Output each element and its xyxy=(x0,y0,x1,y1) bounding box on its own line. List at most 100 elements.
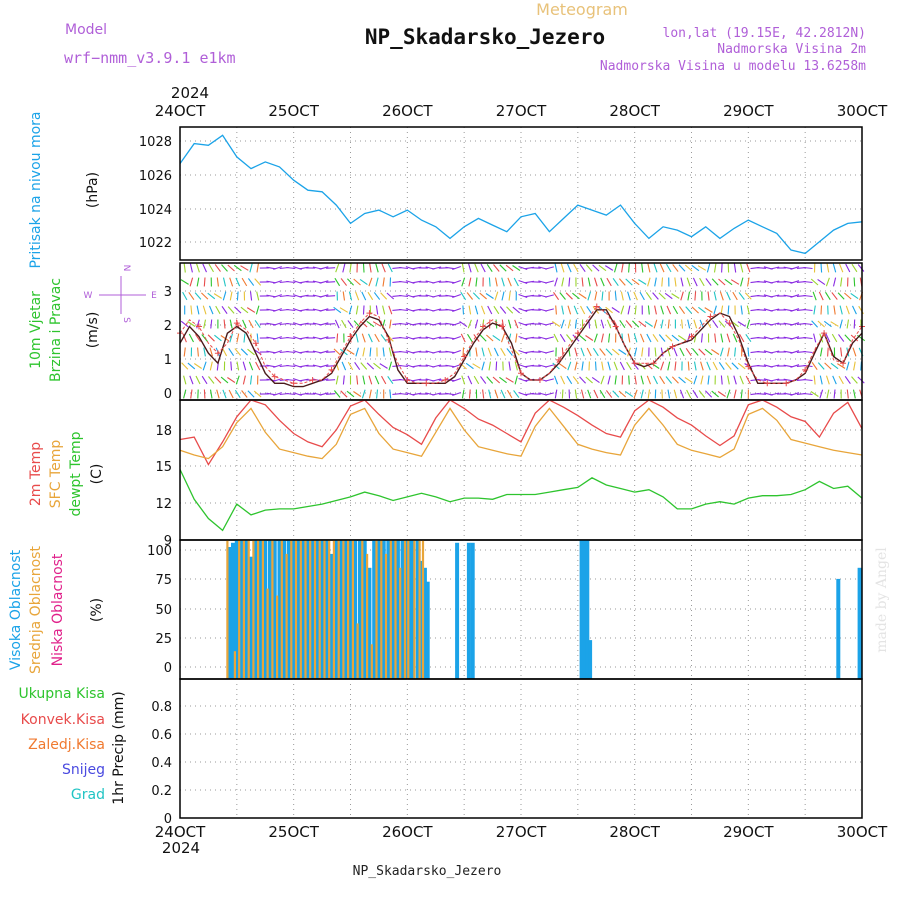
wind-arrow xyxy=(757,267,767,269)
wind-arrow xyxy=(255,361,261,371)
wind-arrow xyxy=(592,264,600,272)
wind-arrow xyxy=(248,319,254,329)
wind-arrow xyxy=(202,361,207,371)
wind-gust-marker xyxy=(366,310,373,317)
cloud-bar xyxy=(353,540,358,679)
wind-arrow xyxy=(360,362,368,370)
wind-arrow xyxy=(266,322,276,326)
wind-arrow xyxy=(181,362,189,370)
cloud-bar xyxy=(381,540,386,679)
wind-arrow xyxy=(220,335,229,341)
wind-arrow xyxy=(660,347,664,357)
wind-arrow xyxy=(833,305,836,315)
model-label: Model xyxy=(65,22,107,38)
wind-arrow xyxy=(639,333,645,343)
wind-arrow xyxy=(368,389,372,399)
wind-arrow xyxy=(665,334,673,342)
wind-gust-marker xyxy=(574,330,581,337)
wind-gust-marker xyxy=(650,360,657,367)
wind-arrow xyxy=(601,291,604,301)
wind-arrow xyxy=(326,323,336,325)
wind-arrow xyxy=(326,281,336,283)
wind-arrow xyxy=(803,294,813,298)
wind-arrow xyxy=(462,305,465,315)
bottom-tick-label: 30OCT xyxy=(837,823,888,841)
wind-arrow xyxy=(790,308,800,312)
wind-arrow xyxy=(347,320,354,328)
wind-arrow xyxy=(480,305,486,315)
wind-arrow xyxy=(432,364,442,368)
wind-arrow xyxy=(201,334,208,342)
wind-arrow xyxy=(853,361,856,371)
wind-arrow xyxy=(677,335,687,341)
wind-arrow xyxy=(714,333,717,343)
wind-arrow xyxy=(566,375,573,385)
wind-arrow xyxy=(783,266,793,270)
wind-arrow xyxy=(500,347,506,357)
wind-arrow xyxy=(646,375,652,385)
cloud-bar xyxy=(394,540,397,679)
cloud-bar xyxy=(356,623,359,679)
cloud-bar xyxy=(282,540,287,679)
wind-arrow xyxy=(718,361,725,371)
wind-arrow xyxy=(193,363,203,369)
wind-arrow xyxy=(846,319,850,329)
wind-arrow xyxy=(494,277,498,287)
bottom-tick-label: 27OCT xyxy=(496,823,547,841)
wind-arrow xyxy=(790,364,800,368)
wind-arrow xyxy=(452,377,461,383)
temperature-series-line xyxy=(179,407,863,460)
wind-arrow xyxy=(487,305,493,315)
temperature-tick-label: 9 xyxy=(164,534,172,549)
wind-arrow xyxy=(732,291,738,301)
wind-arrow xyxy=(658,292,666,300)
model-name: wrf−nmm_v3.9.1 e1km xyxy=(64,49,236,67)
wind-arrow xyxy=(790,294,800,298)
wind-arrow xyxy=(222,389,227,399)
wind-arrow xyxy=(665,376,673,384)
wind-arrow xyxy=(757,393,767,395)
wind-arrow xyxy=(628,375,630,385)
wind-arrow xyxy=(334,319,340,329)
wind-arrow xyxy=(608,333,611,343)
wind-arrow xyxy=(719,291,724,301)
cloud-tick-label: 0 xyxy=(164,661,172,676)
wind-arrow xyxy=(593,389,599,399)
cloud-bar xyxy=(242,540,245,679)
wind-arrow xyxy=(432,308,442,312)
wind-gust-marker xyxy=(347,333,354,340)
wind-arrow xyxy=(770,322,780,326)
wind-arrow xyxy=(817,278,826,286)
wind-arrow xyxy=(190,305,193,315)
wind-arrow xyxy=(844,375,851,385)
cloud-bar xyxy=(323,540,326,679)
wind-arrow xyxy=(783,336,793,340)
wind-arrow xyxy=(573,305,579,315)
wind-arrow xyxy=(667,389,671,399)
cloud-bar xyxy=(234,540,239,679)
wind-arrow xyxy=(578,334,587,342)
wind-arrow xyxy=(678,305,686,315)
wind-arrow xyxy=(235,375,240,385)
wind-arrow xyxy=(846,389,849,399)
wind-arrow xyxy=(661,277,664,287)
wind-arrow xyxy=(634,375,637,385)
wind-arrow xyxy=(770,336,780,340)
wind-gust-marker xyxy=(764,380,771,387)
cloud-bar xyxy=(252,540,255,679)
wind-arrow xyxy=(445,336,455,340)
cloud-label-mid: Srednja Oblacnost xyxy=(28,546,44,674)
wind-tick-label: 0 xyxy=(164,387,172,402)
wind-arrow xyxy=(839,319,843,329)
wind-arrow xyxy=(201,292,209,300)
cloud-bar xyxy=(231,542,235,679)
cloud-bar xyxy=(411,540,415,679)
cloud-bar xyxy=(358,540,362,679)
bottom-tick-label: 24OCT xyxy=(155,823,206,841)
wind-arrow xyxy=(485,293,494,299)
wind-arrow xyxy=(853,277,856,287)
cloud-bar xyxy=(455,542,460,679)
wind-arrow xyxy=(711,278,719,286)
wind-arrow xyxy=(514,319,519,329)
wind-arrow xyxy=(227,306,235,314)
